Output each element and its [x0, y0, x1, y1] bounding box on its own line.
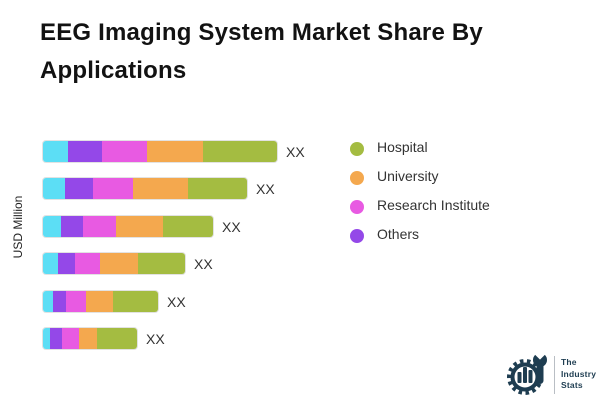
bar-value-label: XX [286, 143, 305, 160]
bar-segment-hospital[interactable] [188, 178, 247, 199]
logo-line-1: The [561, 357, 577, 368]
legend-item-hospital[interactable]: Hospital [350, 132, 490, 161]
legend: Hospital University Research Institute Othe… [350, 132, 490, 248]
bar-segment-university[interactable] [147, 141, 203, 162]
bar-segment-hospital[interactable] [97, 328, 137, 349]
legend-item-university[interactable]: University [350, 161, 490, 190]
bar-segment-others[interactable] [50, 328, 62, 349]
stacked-bar[interactable] [42, 252, 186, 275]
bar-segment-research-institute[interactable] [102, 141, 147, 162]
legend-color-dot [350, 199, 364, 214]
bar-segment-unlabeled[interactable] [43, 328, 50, 349]
brand-logo: The Industry Stats [506, 348, 596, 400]
bar-segment-research-institute[interactable] [93, 178, 133, 199]
bar-segment-university[interactable] [133, 178, 188, 199]
bar-segment-unlabeled[interactable] [43, 253, 58, 274]
stacked-bar[interactable] [42, 177, 248, 200]
stacked-bar-row: XX [42, 290, 186, 313]
bar-segment-others[interactable] [58, 253, 75, 274]
bar-segment-university[interactable] [86, 291, 113, 312]
legend-label: University [377, 167, 439, 184]
bar-segment-unlabeled[interactable] [43, 178, 65, 199]
stacked-bar-row: XX [42, 140, 305, 163]
bar-segment-unlabeled[interactable] [43, 291, 53, 312]
bar-segment-unlabeled[interactable] [43, 216, 61, 237]
bar-segment-others[interactable] [65, 178, 93, 199]
stacked-bar[interactable] [42, 327, 138, 350]
logo-line-2: Industry [561, 368, 597, 379]
legend-label: Others [377, 225, 420, 242]
chart-title: EEG Imaging System Market Share By Appli… [40, 19, 483, 84]
bar-segment-others[interactable] [53, 291, 66, 312]
stacked-bar-row: XX [42, 177, 275, 200]
logo-text: The Industry Stats [561, 357, 596, 392]
bar-segment-university[interactable] [100, 253, 138, 274]
bar-value-label: XX [167, 293, 186, 310]
logo-line-3: Stats [561, 380, 583, 391]
bar-segment-hospital[interactable] [113, 291, 158, 312]
bar-segment-research-institute[interactable] [62, 328, 79, 349]
bar-segment-others[interactable] [61, 216, 83, 237]
bar-value-label: XX [256, 180, 275, 197]
legend-label: Hospital [377, 138, 428, 155]
stacked-bar-row: XX [42, 327, 165, 350]
legend-label: Research Institute [377, 196, 490, 213]
bar-value-label: XX [194, 255, 213, 272]
bar-segment-hospital[interactable] [138, 253, 185, 274]
logo-divider [554, 355, 555, 394]
bar-value-label: XX [222, 218, 241, 235]
legend-color-dot [350, 228, 364, 243]
stacked-bar[interactable] [42, 140, 278, 163]
bar-segment-research-institute[interactable] [66, 291, 86, 312]
bar-segment-unlabeled[interactable] [43, 141, 68, 162]
bar-segment-hospital[interactable] [163, 216, 213, 237]
legend-color-dot [350, 170, 364, 185]
stacked-bar[interactable] [42, 290, 159, 313]
bar-segment-hospital[interactable] [203, 141, 277, 162]
bar-segment-university[interactable] [79, 328, 97, 349]
legend-color-dot [350, 141, 364, 156]
stacked-bar[interactable] [42, 215, 214, 238]
legend-item-research-institute[interactable]: Research Institute [350, 190, 490, 219]
stacked-bar-row: XX [42, 215, 241, 238]
bar-segment-others[interactable] [68, 141, 102, 162]
bar-segment-university[interactable] [116, 216, 163, 237]
bar-segment-research-institute[interactable] [83, 216, 116, 237]
bar-segment-research-institute[interactable] [75, 253, 100, 274]
bar-value-label: XX [146, 330, 165, 347]
gear-wrench-icon [506, 348, 550, 400]
legend-item-others[interactable]: Others [350, 219, 490, 248]
stacked-bar-row: XX [42, 252, 213, 275]
